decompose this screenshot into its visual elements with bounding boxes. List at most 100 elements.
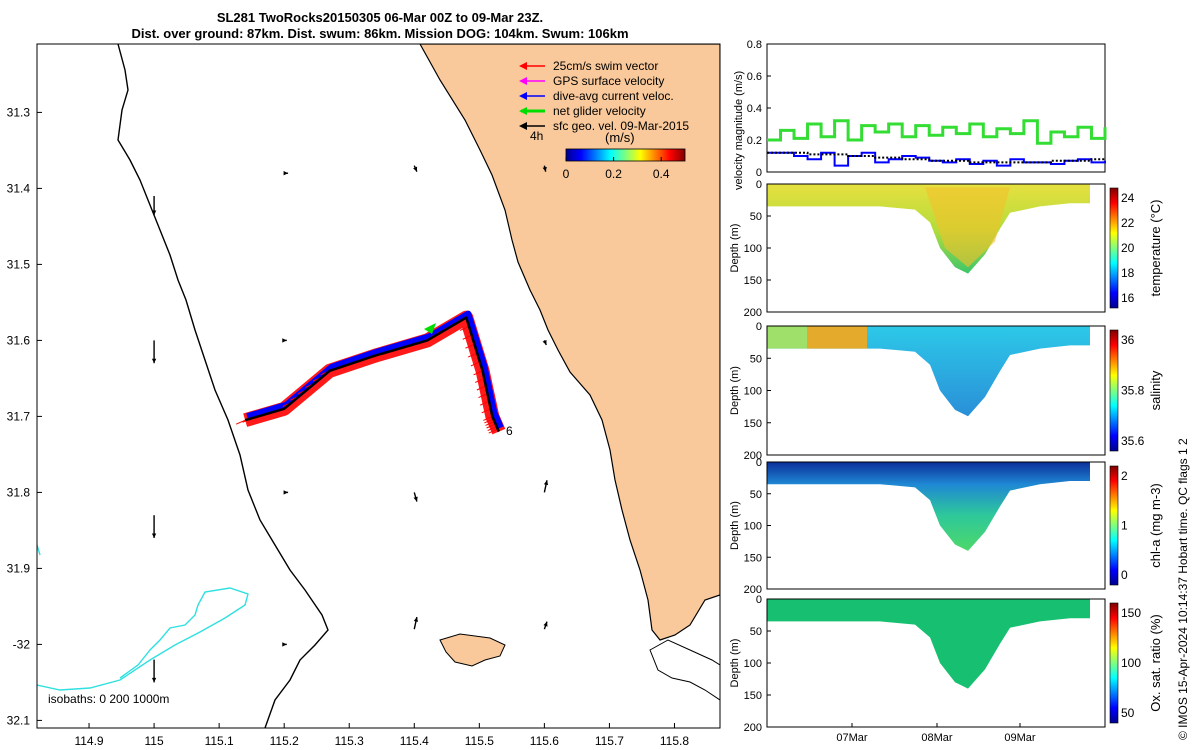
section-data-field [925, 187, 1010, 268]
section-colorbar [1109, 602, 1119, 724]
swim-vector [484, 418, 494, 424]
colorbar-tick-label: 0 [563, 167, 570, 181]
map-ytick-label: 31.9 [7, 561, 31, 575]
map-xtick-label: 114.9 [74, 734, 103, 748]
legend-arrowhead [519, 92, 527, 100]
geo-velocity-arrowhead [283, 490, 289, 495]
colorbar-tick-label: 18 [1121, 266, 1135, 280]
section-ytick-label: 0 [756, 321, 762, 333]
swim-vector [486, 423, 496, 429]
geo-velocity-arrowhead [151, 533, 157, 538]
section-plot-chl-a: 0 50 100 150 200 Depth (m) 0 1 2 chl-a (mg m-3) [729, 457, 1163, 596]
section-xtick-label: 09Mar [1004, 732, 1036, 744]
swim-vector [485, 421, 495, 426]
section-data-field [767, 462, 1090, 551]
section-ytick-label: 50 [750, 353, 762, 365]
swim-vector [473, 370, 483, 376]
section-ylabel: Depth (m) [729, 224, 741, 273]
geo-velocity-arrowhead [543, 480, 549, 486]
section-ytick-label: 50 [750, 211, 762, 223]
legend-label: net glider velocity [553, 104, 646, 118]
section-data-field [807, 326, 867, 349]
section-ytick-label: 0 [756, 179, 762, 191]
section-ytick-label: 200 [744, 450, 762, 462]
section-colorbar [1109, 465, 1119, 586]
section-ytick-label: 150 [744, 690, 762, 702]
island [439, 633, 506, 667]
section-colorbar-label: chl-a (mg m-3) [1148, 483, 1163, 568]
colorbar-tick-label: 0.2 [605, 167, 622, 181]
legend-label: dive-avg current veloc. [553, 89, 674, 103]
section-plot-salinity: 0 50 100 150 200 Depth (m) 35.6 35.8 36 salinity [729, 321, 1163, 462]
section-ylabel: Depth (m) [729, 639, 741, 688]
swim-vector [481, 408, 491, 414]
swim-vector [470, 361, 481, 367]
geo-velocity-arrowhead [282, 338, 287, 343]
map-xtick-label: 115.4 [400, 734, 429, 748]
geo-velocity-arrowhead [413, 166, 418, 172]
geo-velocity-arrowhead [151, 358, 157, 364]
legend-label: sfc geo. vel. 09-Mar-2015 [553, 119, 689, 133]
swim-vector [459, 326, 470, 331]
land-polygon [419, 44, 720, 641]
velocity-series-line [767, 151, 1106, 167]
section-ytick-label: 50 [750, 489, 762, 501]
geo-velocity-arrowhead [151, 677, 157, 683]
section-colorbar [1109, 329, 1119, 452]
colorbar-tick-label: 1 [1121, 519, 1128, 533]
colorbar-tick-label: 22 [1121, 216, 1135, 230]
section-ytick-label: 0 [756, 457, 762, 469]
legend-arrowhead [519, 62, 527, 70]
swim-vector [478, 393, 488, 399]
coast-detail [649, 639, 720, 701]
velocity-ytick-label: 0 [756, 167, 762, 179]
legend-arrowhead [519, 107, 527, 115]
geo-velocity-arrowhead [413, 496, 418, 502]
swim-vector [462, 334, 472, 340]
isobaths-label: isobaths: 0 200 1000m [48, 692, 169, 706]
map-xtick-label: 115.2 [270, 734, 299, 748]
plot-subtitle: Dist. over ground: 87km. Dist. swum: 86k… [131, 26, 629, 41]
section-ytick-label: 200 [744, 584, 762, 596]
colorbar-units: (m/s) [605, 130, 635, 145]
map-ytick-label: 31.7 [7, 409, 31, 423]
geo-velocity-arrowhead [542, 166, 547, 172]
plot-title: SL281 TwoRocks20150305 06-Mar 00Z to 09-… [216, 10, 544, 25]
map-ytick-label: 31.4 [7, 181, 31, 195]
section-ytick-label: 150 [744, 552, 762, 564]
track-end-label: 6 [506, 424, 513, 438]
section-colorbar-label: temperature (°C) [1148, 200, 1163, 297]
section-colorbar [1109, 187, 1119, 309]
velocity-series-line [767, 151, 1105, 164]
section-plot-oxygen: 0 50 100 150 200 Depth (m) 50 100 150 Ox. sat. ra… [729, 594, 1163, 744]
swim-vector [488, 428, 498, 434]
velocity-ytick-label: 0.4 [747, 103, 762, 115]
map-xtick-label: 115.1 [205, 734, 234, 748]
section-colorbar-label: salinity [1148, 370, 1163, 410]
colorbar-tick-label: 150 [1121, 606, 1141, 620]
map-xtick-label: 115.3 [335, 734, 364, 748]
colorbar-tick-label: 2 [1121, 469, 1128, 483]
section-xtick-label: 08Mar [921, 732, 953, 744]
swim-vector [474, 377, 485, 383]
colorbar-tick-label: 20 [1121, 241, 1135, 255]
map-ytick-label: 32.1 [7, 713, 31, 727]
section-ytick-label: 50 [750, 626, 762, 638]
section-plot-temperature: 0 50 100 150 200 Depth (m) 16 18 20 22 24 temperatu… [729, 179, 1163, 319]
map-xtick-label: 115.5 [465, 734, 494, 748]
swim-vector [465, 343, 475, 349]
map-ytick-label: 31.5 [7, 257, 31, 271]
glider-track [244, 316, 500, 433]
net-velocity-arrow [424, 323, 436, 334]
colorbar-tick-label: 100 [1121, 656, 1141, 670]
velocity-ytick-label: 0.2 [747, 135, 762, 147]
colorbar-tick-label: 50 [1121, 706, 1135, 720]
map-ytick-label: 31.8 [7, 485, 31, 499]
map-ytick-label: 31.3 [7, 105, 31, 119]
map-axes-box [36, 43, 721, 729]
colorbar-tick-label: 0.4 [653, 167, 670, 181]
section-ylabel: Depth (m) [729, 501, 741, 550]
geo-velocity-arrowhead [413, 617, 419, 622]
